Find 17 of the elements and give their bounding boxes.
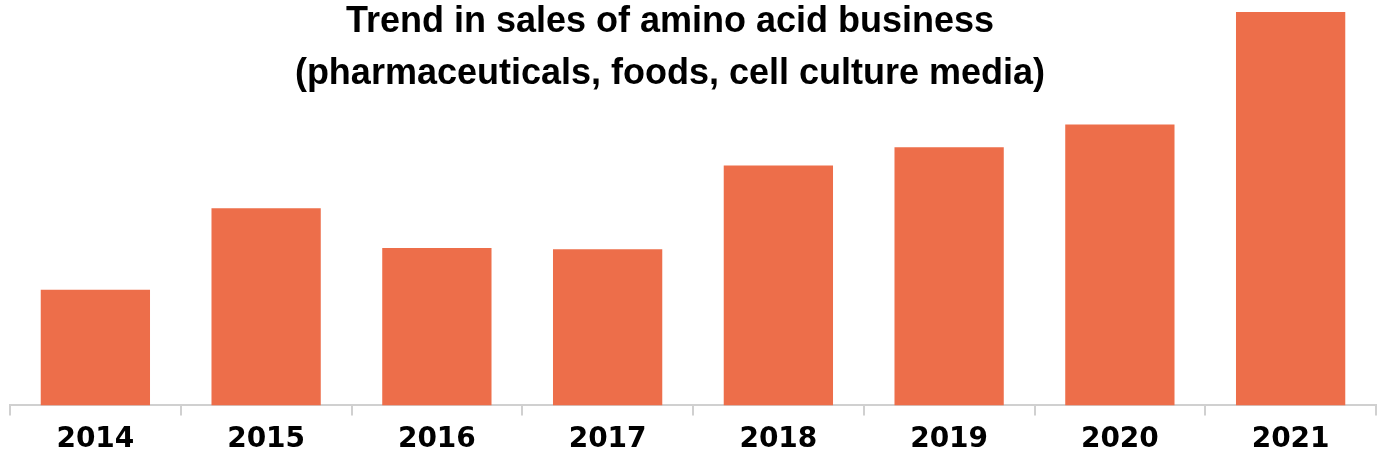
chart-title: Trend in sales of amino acid business (pharmaceuticals, foods, cell culture media) (293, 0, 1047, 94)
bar (382, 248, 492, 406)
bar (552, 249, 663, 406)
bar (894, 147, 1004, 406)
x-tick-label: 2017 (568, 421, 647, 455)
x-tick-label: 2018 (739, 421, 818, 455)
x-tick-label: 2020 (1080, 421, 1159, 455)
bar (723, 165, 834, 406)
bar (40, 289, 151, 406)
x-tick-label: 2014 (56, 421, 135, 455)
x-tick-label: 2015 (227, 421, 306, 455)
x-tick-label: 2021 (1251, 421, 1330, 455)
bar (1065, 124, 1175, 406)
bar (1235, 12, 1346, 406)
bar (211, 208, 321, 406)
x-tick-label: 2016 (397, 421, 476, 455)
x-tick-label: 2019 (910, 421, 989, 455)
